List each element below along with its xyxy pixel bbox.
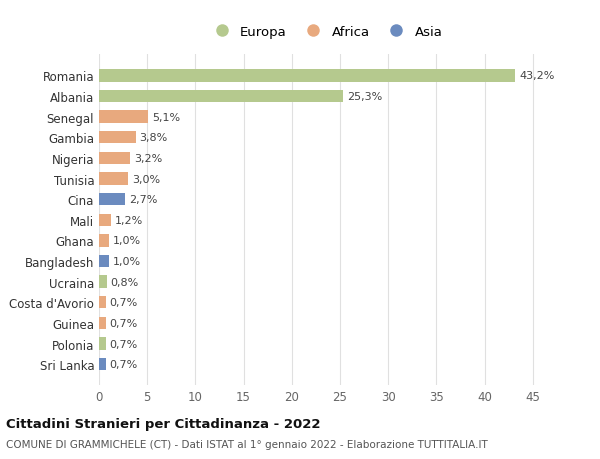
Text: 2,7%: 2,7% (129, 195, 157, 205)
Bar (99, 111, 148, 123)
Bar (99, 173, 128, 185)
Text: 0,7%: 0,7% (110, 359, 138, 369)
Bar (99, 338, 106, 350)
Text: 0,7%: 0,7% (110, 339, 138, 349)
Text: 1,2%: 1,2% (115, 215, 143, 225)
Text: 5,1%: 5,1% (152, 112, 180, 123)
Bar (99, 255, 109, 268)
Text: 25,3%: 25,3% (347, 92, 382, 102)
Text: 43,2%: 43,2% (519, 71, 554, 81)
Text: 0,7%: 0,7% (110, 318, 138, 328)
Bar (99, 317, 106, 330)
Bar (99, 132, 136, 144)
Bar (99, 152, 130, 165)
Bar (99, 276, 107, 288)
Text: 3,0%: 3,0% (132, 174, 160, 184)
Bar (99, 235, 109, 247)
Text: 1,0%: 1,0% (112, 257, 140, 267)
Text: 3,8%: 3,8% (139, 133, 168, 143)
Text: 3,2%: 3,2% (134, 154, 162, 163)
Bar (99, 297, 106, 309)
Text: COMUNE DI GRAMMICHELE (CT) - Dati ISTAT al 1° gennaio 2022 - Elaborazione TUTTIT: COMUNE DI GRAMMICHELE (CT) - Dati ISTAT … (6, 440, 488, 449)
Text: 1,0%: 1,0% (112, 236, 140, 246)
Legend: Europa, Africa, Asia: Europa, Africa, Asia (205, 22, 446, 43)
Bar (99, 70, 515, 83)
Bar (99, 214, 110, 226)
Text: 0,7%: 0,7% (110, 297, 138, 308)
Bar (99, 194, 125, 206)
Text: Cittadini Stranieri per Cittadinanza - 2022: Cittadini Stranieri per Cittadinanza - 2… (6, 417, 320, 430)
Text: 0,8%: 0,8% (110, 277, 139, 287)
Bar (99, 358, 106, 370)
Bar (99, 91, 343, 103)
